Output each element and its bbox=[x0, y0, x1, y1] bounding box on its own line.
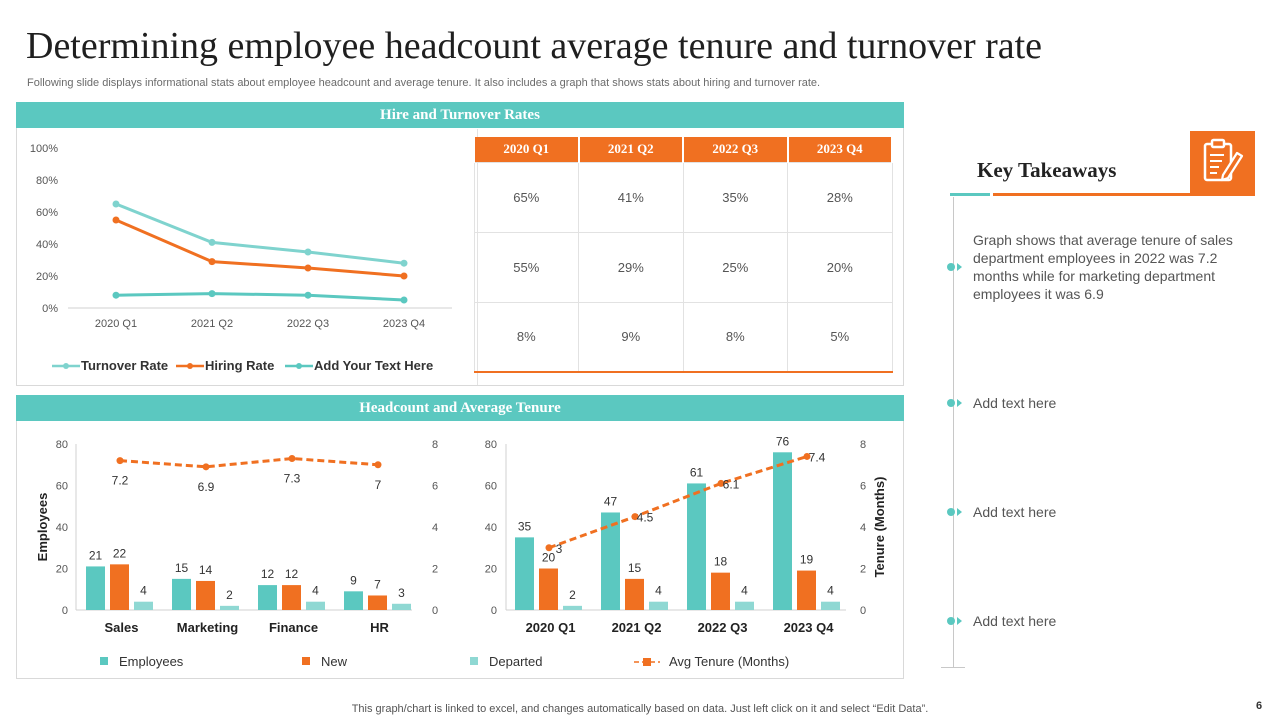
table-cell: 29% bbox=[578, 231, 684, 303]
page-subtitle: Following slide displays informational s… bbox=[27, 77, 821, 89]
headcount-tenure-panel-title: Headcount and Average Tenure bbox=[16, 395, 904, 421]
rate-table-header-row: 2020 Q1 2021 Q2 2022 Q3 2023 Q4 bbox=[473, 137, 893, 162]
takeaways-timeline bbox=[953, 197, 954, 667]
takeaways-divider-orange bbox=[993, 193, 1255, 196]
takeaway-item: Graph shows that average tenure of sales… bbox=[973, 232, 1233, 302]
table-cell: 41% bbox=[578, 161, 684, 233]
headcount-tenure-panel: Headcount and Average Tenure bbox=[16, 395, 904, 679]
takeaway-item: Add text here bbox=[973, 613, 1057, 629]
takeaways-timeline-end bbox=[941, 667, 965, 668]
table-cell: 5% bbox=[787, 301, 893, 373]
bullet-arrow-icon bbox=[947, 617, 962, 625]
rate-table-header: 2020 Q1 bbox=[473, 137, 580, 162]
table-cell: 8% bbox=[682, 301, 788, 373]
key-takeaways-title: Key Takeaways bbox=[977, 158, 1117, 182]
takeaways-divider-teal bbox=[950, 193, 990, 196]
table-cell: 65% bbox=[473, 161, 579, 233]
bullet-arrow-icon bbox=[947, 508, 962, 516]
table-cell: 35% bbox=[682, 161, 788, 233]
table-cell: 20% bbox=[787, 231, 893, 303]
rate-table-header: 2021 Q2 bbox=[577, 137, 684, 162]
table-cell: 28% bbox=[787, 161, 893, 233]
table-cell: 9% bbox=[578, 301, 684, 373]
page-title: Determining employee headcount average t… bbox=[26, 25, 1043, 67]
table-cell: 25% bbox=[682, 231, 788, 303]
hire-turnover-panel-title: Hire and Turnover Rates bbox=[16, 102, 904, 128]
table-cell: 55% bbox=[473, 231, 579, 303]
takeaway-item: Add text here bbox=[973, 395, 1057, 411]
page-number: 6 bbox=[1256, 700, 1263, 712]
bullet-arrow-icon bbox=[947, 399, 962, 407]
rate-table-header: 2022 Q3 bbox=[682, 137, 789, 162]
table-cell: 8% bbox=[473, 301, 579, 373]
rate-table: 2020 Q1 2021 Q2 2022 Q3 2023 Q4 65% 41% … bbox=[473, 137, 893, 373]
clipboard-pen-icon bbox=[1190, 131, 1255, 195]
footer-note: This graph/chart is linked to excel, and… bbox=[351, 703, 929, 715]
rate-table-header: 2023 Q4 bbox=[786, 137, 893, 162]
takeaway-item: Add text here bbox=[973, 504, 1057, 520]
table-row: 65% 41% 35% 28% bbox=[473, 161, 893, 233]
bullet-arrow-icon bbox=[947, 263, 962, 271]
table-row: 8% 9% 8% 5% bbox=[473, 301, 893, 373]
table-row: 55% 29% 25% 20% bbox=[473, 231, 893, 303]
